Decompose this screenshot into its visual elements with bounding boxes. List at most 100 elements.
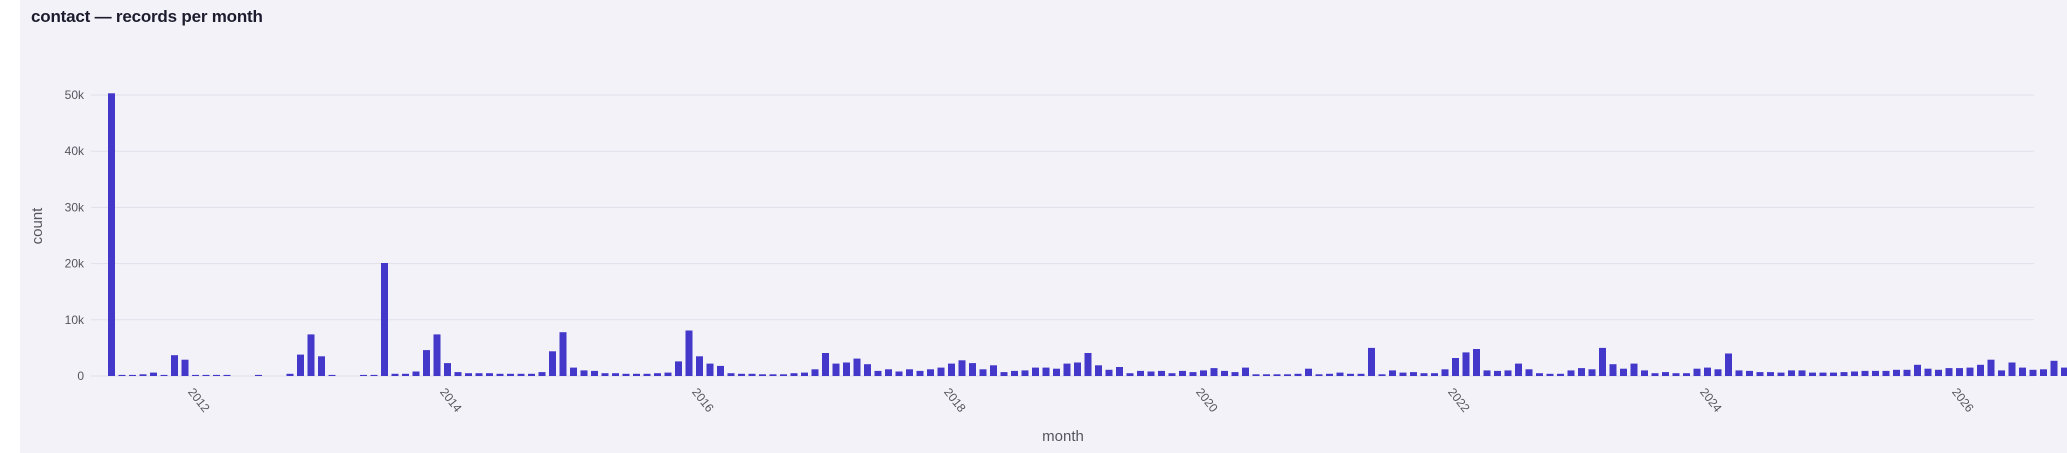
bar xyxy=(1882,370,1890,376)
bar xyxy=(853,358,861,376)
bar xyxy=(643,373,651,376)
bar xyxy=(832,363,840,376)
bar xyxy=(496,373,504,376)
bar xyxy=(1179,370,1186,376)
bar xyxy=(2008,362,2016,376)
bar xyxy=(1431,373,1438,376)
bar xyxy=(307,334,315,376)
bar xyxy=(202,374,210,376)
bar xyxy=(1452,358,1459,376)
bar xyxy=(2029,369,2037,376)
bar xyxy=(1263,374,1270,376)
bar xyxy=(906,369,913,376)
bar xyxy=(1210,368,1218,376)
bar xyxy=(601,373,609,376)
x-tick-label: 2024 xyxy=(1697,385,1725,415)
bar xyxy=(402,373,409,376)
bar xyxy=(958,360,966,376)
bar xyxy=(990,365,997,376)
x-tick-label: 2022 xyxy=(1445,385,1473,415)
bar xyxy=(1462,352,1470,376)
bar xyxy=(1861,370,1869,376)
bar xyxy=(454,372,462,376)
bar xyxy=(297,354,304,376)
bar xyxy=(1588,369,1596,376)
bar xyxy=(1609,364,1617,376)
y-tick-label: 20k xyxy=(65,257,85,271)
x-tick-label: 2014 xyxy=(437,385,465,415)
bar xyxy=(171,355,178,376)
bar xyxy=(738,373,745,376)
bar xyxy=(1095,365,1102,376)
bar xyxy=(1893,369,1900,376)
bar xyxy=(685,330,693,376)
bar xyxy=(1473,349,1480,376)
bar xyxy=(979,369,987,376)
bar xyxy=(1032,367,1039,376)
bar xyxy=(1315,374,1323,376)
bar xyxy=(1903,369,1911,376)
bar xyxy=(727,373,735,376)
y-tick-label: 10k xyxy=(65,313,85,327)
bar xyxy=(1326,373,1333,376)
bar xyxy=(1242,367,1249,376)
bar xyxy=(2019,367,2026,376)
y-axis-title: count xyxy=(29,207,46,245)
bar xyxy=(2061,367,2067,376)
bar xyxy=(1410,372,1417,376)
bar xyxy=(948,363,955,376)
bar xyxy=(1735,370,1743,376)
bar xyxy=(1084,353,1092,376)
bar xyxy=(370,374,378,376)
bar xyxy=(2040,369,2047,376)
bar xyxy=(465,373,472,376)
bar xyxy=(1042,367,1050,376)
bar xyxy=(517,373,525,376)
bar xyxy=(801,372,808,376)
bar xyxy=(633,373,640,376)
bar xyxy=(1011,370,1018,376)
chart-title: contact — records per month xyxy=(31,7,263,26)
bar xyxy=(1599,347,1606,376)
bar xyxy=(1105,369,1113,376)
bar xyxy=(1788,370,1795,376)
bar xyxy=(1389,370,1396,376)
bar xyxy=(1000,372,1008,376)
bar xyxy=(213,374,220,376)
bar xyxy=(1956,368,1963,376)
bar xyxy=(139,374,147,376)
bar xyxy=(255,374,262,376)
bar xyxy=(528,373,535,376)
bar xyxy=(381,263,388,376)
bar xyxy=(1819,372,1827,376)
x-tick-label: 2012 xyxy=(185,385,213,415)
bar xyxy=(769,374,777,376)
bar xyxy=(1924,368,1932,376)
x-tick-label: 2018 xyxy=(941,385,969,415)
bar xyxy=(223,374,231,376)
bar xyxy=(1557,373,1564,376)
bar xyxy=(843,362,850,376)
bar xyxy=(759,374,766,376)
x-axis-title: month xyxy=(1042,428,1084,445)
y-tick-label: 0 xyxy=(77,369,84,383)
bar xyxy=(1651,373,1659,376)
bar xyxy=(328,374,336,376)
bar xyxy=(1441,369,1449,376)
bar xyxy=(1504,370,1512,376)
bar xyxy=(444,363,451,376)
bar xyxy=(822,353,829,376)
bar xyxy=(1252,374,1260,376)
bar xyxy=(559,332,567,376)
bar xyxy=(360,374,367,376)
bar xyxy=(1578,368,1585,376)
bar xyxy=(181,359,189,376)
bar xyxy=(108,93,115,377)
bar xyxy=(1872,370,1879,376)
bar xyxy=(1231,372,1239,376)
bar xyxy=(486,373,493,376)
bar xyxy=(433,334,441,376)
bar xyxy=(1378,374,1386,376)
bar xyxy=(1284,374,1291,376)
bar xyxy=(1998,370,2005,376)
